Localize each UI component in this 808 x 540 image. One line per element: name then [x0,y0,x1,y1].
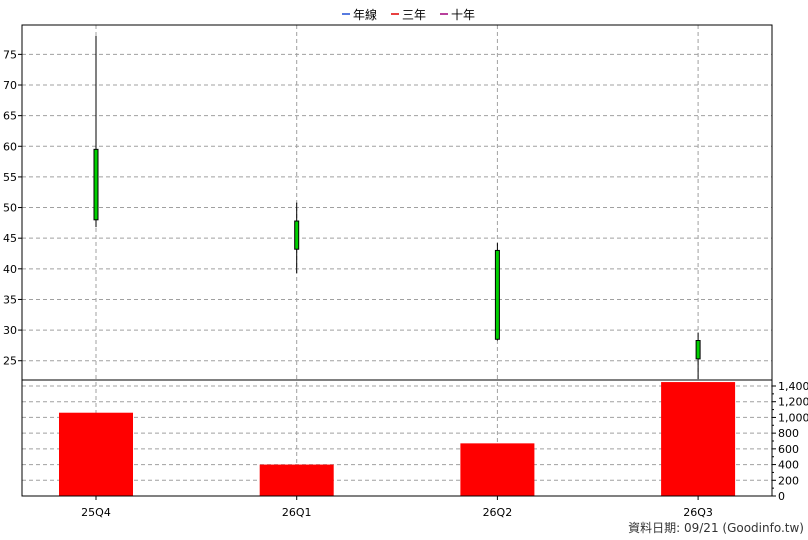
legend-item-0: 年線 [342,7,377,22]
legend-label: 年線 [353,7,377,22]
volume-grid [22,385,772,481]
volume-bar-25Q4 [59,412,133,496]
volume-tick-label: 400 [778,459,799,472]
volume-bar-26Q1 [259,464,334,496]
volume-tick-label: 800 [778,427,799,440]
price-grid [22,25,772,496]
volume-bar-26Q2 [460,443,535,496]
candle-26Q2 [494,243,500,341]
candle-26Q1 [294,202,300,274]
axes: 25 30 35 40 45 50 55 60 65 70 75 0 200 400 600 800 1,000… [3,24,808,519]
volume-tick-label: 1,200 [778,396,808,409]
price-tick-label: 75 [3,48,17,61]
price-tick-label: 60 [3,140,17,153]
legend-label: 三年 [402,8,426,22]
legend-item-2: 十年 [440,8,475,22]
x-tick-label: 26Q1 [282,506,312,519]
price-tick-label: 55 [3,171,17,184]
x-tick-label: 25Q4 [81,506,111,519]
volume-tick-label: 200 [778,474,799,487]
x-tick-label: 26Q2 [483,506,513,519]
volume-series [59,382,736,496]
candlestick-series [93,36,701,380]
legend-label: 十年 [451,8,475,22]
candle-25Q4 [93,36,99,228]
price-tick-label: 30 [3,324,17,337]
price-tick-label: 65 [3,110,17,123]
price-tick-label: 25 [3,355,17,368]
price-tick-label: 35 [3,293,17,306]
candle-26Q3 [695,332,701,380]
candle-body [695,340,701,360]
legend-item-1: 三年 [391,8,426,22]
candle-body [494,249,500,340]
data-date-footer: 資料日期: 09/21 (Goodinfo.tw) [628,521,804,535]
volume-bar-26Q3 [661,382,736,496]
candle-body [294,220,300,250]
volume-tick-label: 1,400 [778,380,808,393]
price-tick-label: 70 [3,79,17,92]
volume-tick-label: 1,000 [778,411,808,424]
plot-border [21,24,773,497]
x-tick-label: 26Q3 [683,506,713,519]
price-tick-label: 50 [3,202,17,215]
legend: 年線 三年 十年 [342,7,475,22]
price-tick-label: 45 [3,232,17,245]
volume-tick-label: 600 [778,443,799,456]
price-tick-label: 40 [3,263,17,276]
candle-body [93,148,99,221]
volume-tick-label: 0 [778,490,785,503]
